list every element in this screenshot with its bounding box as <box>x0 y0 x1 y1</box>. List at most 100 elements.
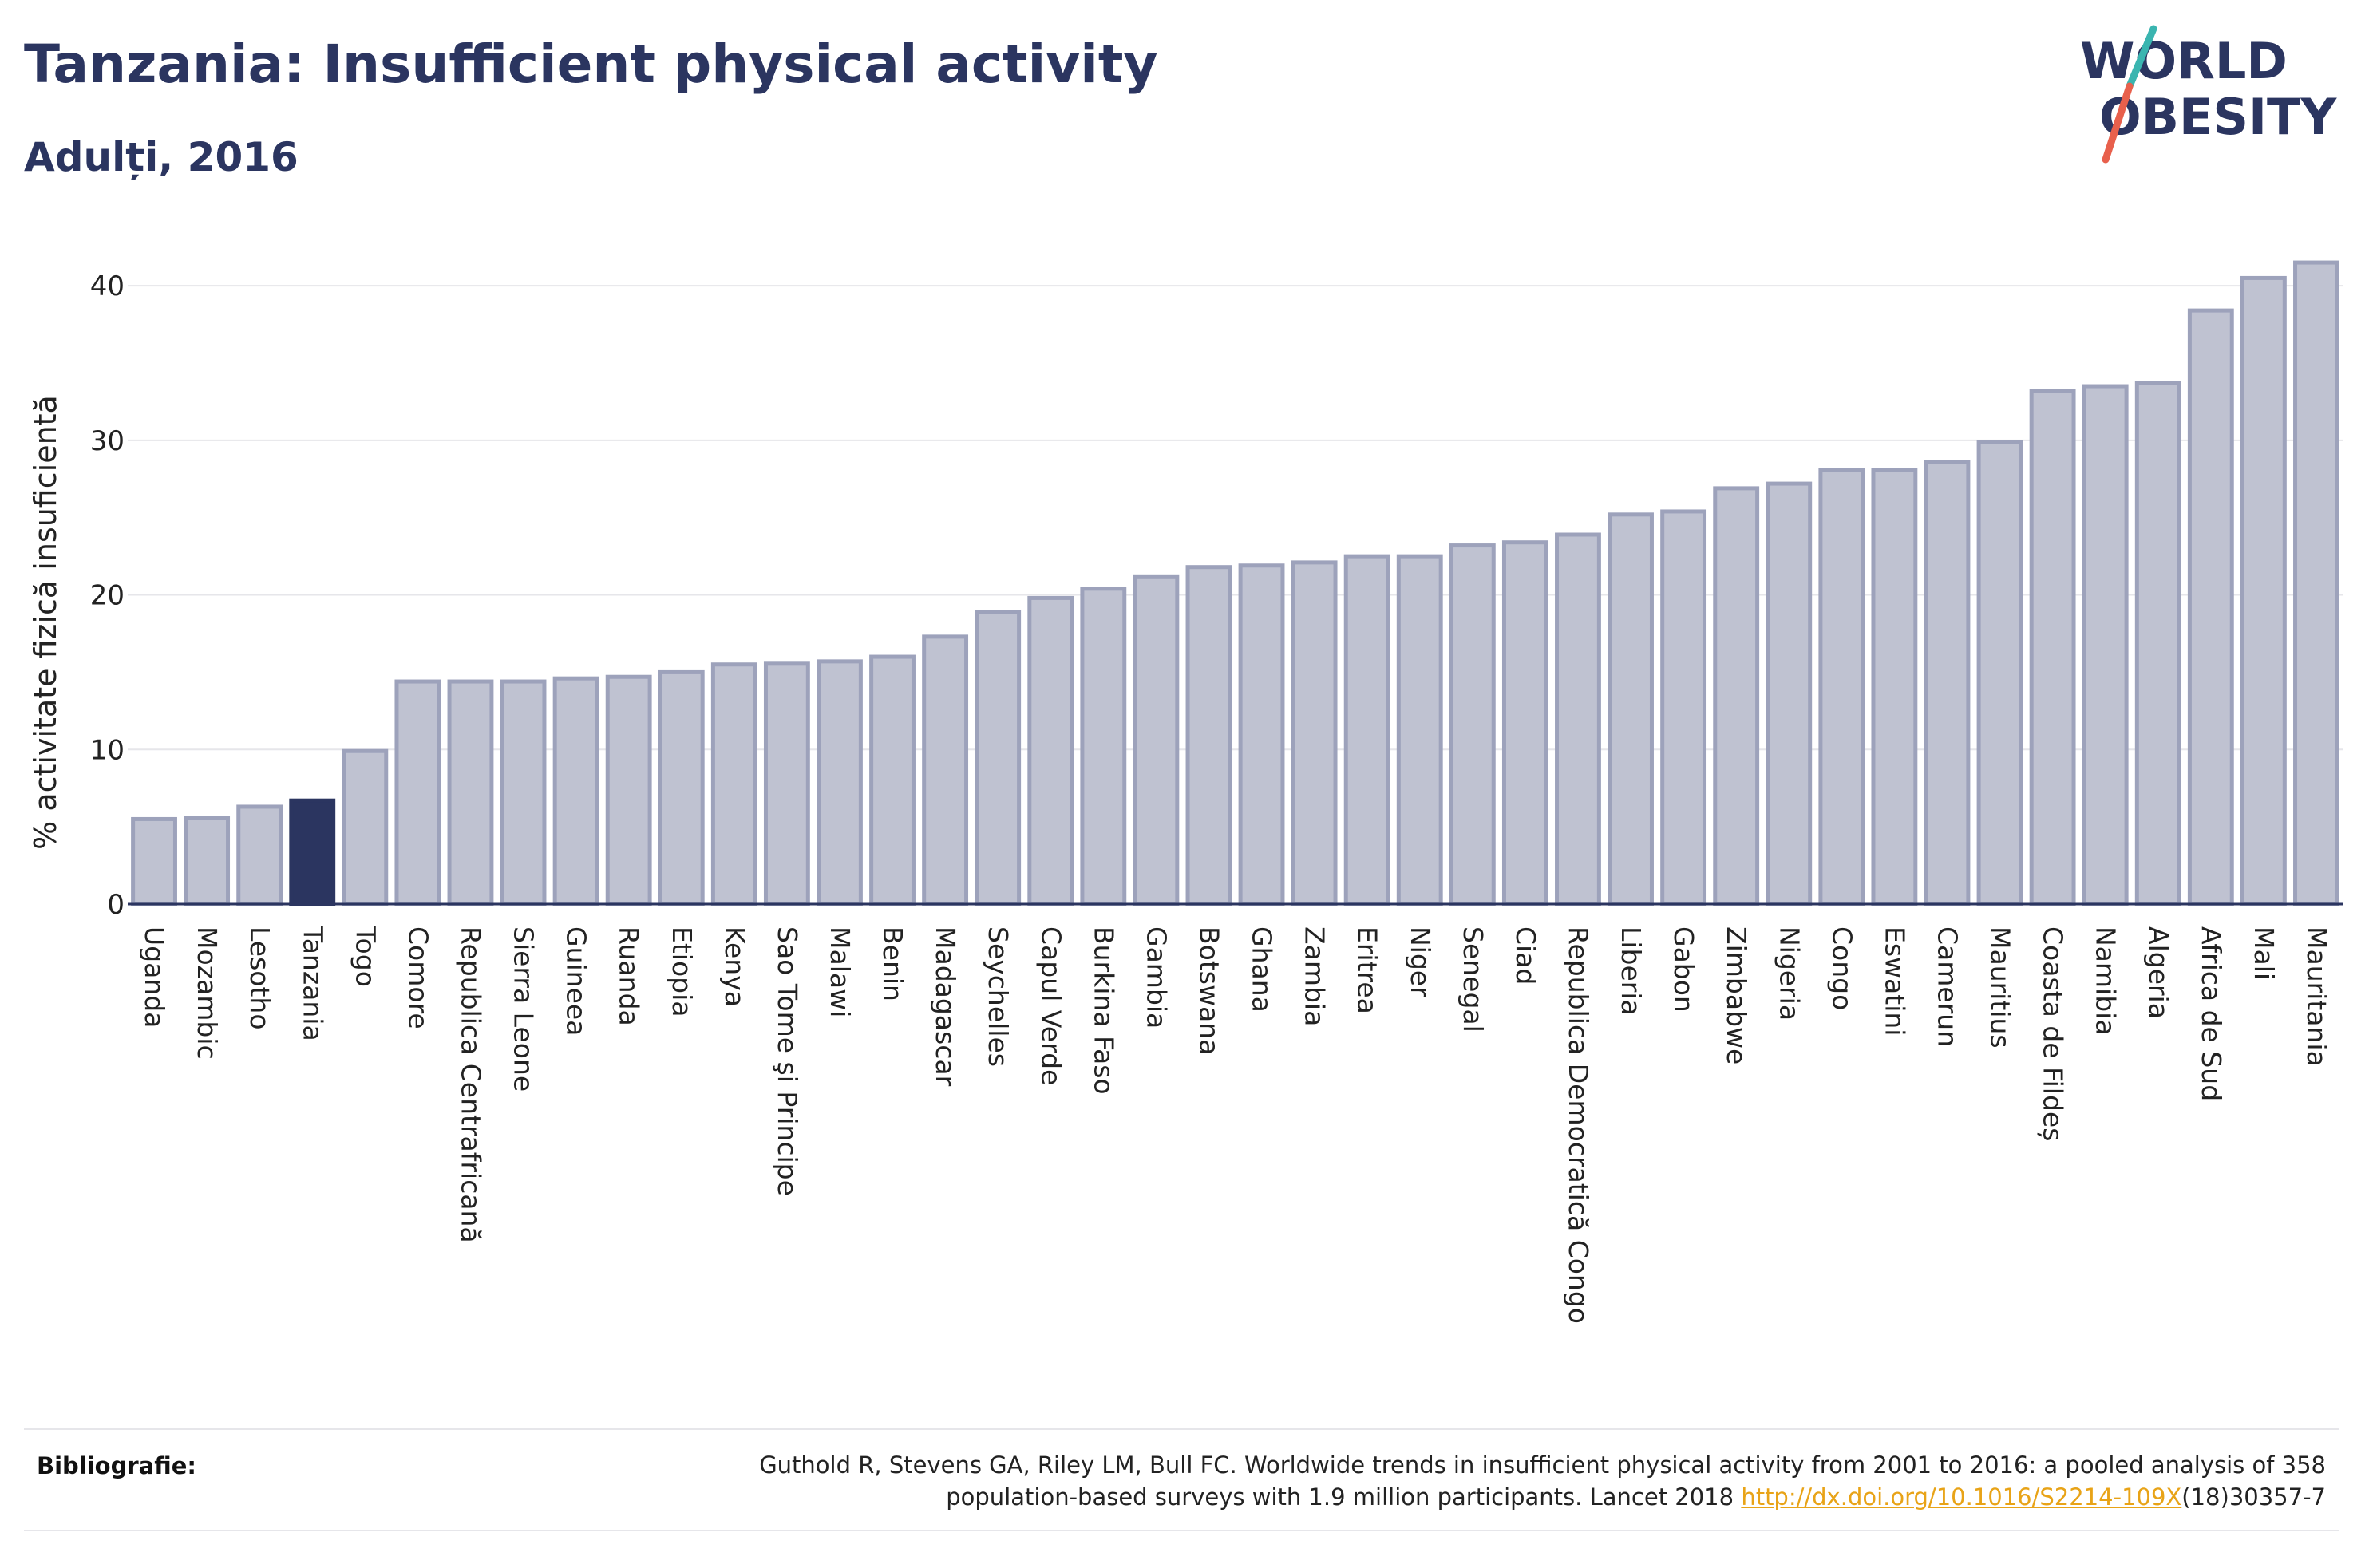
bar[interactable] <box>236 804 283 906</box>
x-category-label: Mali <box>2248 926 2280 980</box>
logo-line2: OBESITY <box>2099 88 2337 146</box>
bar[interactable] <box>1501 540 1548 906</box>
y-tick-label: 10 <box>90 734 125 766</box>
bar[interactable] <box>2029 389 2076 906</box>
x-category-label: Eswatini <box>1879 926 1910 1036</box>
bar[interactable] <box>710 662 757 906</box>
bar[interactable] <box>1818 468 1865 906</box>
x-category-label: Seychelles <box>983 926 1014 1067</box>
logo-line1: WORLD <box>2080 32 2288 90</box>
bar[interactable] <box>2187 308 2234 906</box>
x-category-label: Coasta de Fildeș <box>2038 926 2069 1141</box>
bar[interactable] <box>1343 554 1390 906</box>
x-category-label: Comore <box>402 926 433 1029</box>
bar[interactable] <box>1976 440 2023 906</box>
x-category-label: Niger <box>1405 926 1436 997</box>
y-tick-label: 40 <box>90 271 125 302</box>
x-category-label: Algeria <box>2143 926 2174 1019</box>
x-category-label: Malawi <box>825 926 856 1017</box>
x-category-label: Congo <box>1826 926 1857 1010</box>
bar[interactable] <box>1396 554 1443 906</box>
x-category-label: Camerun <box>1932 926 1963 1047</box>
logo-slash-bottom <box>2102 82 2134 164</box>
bar[interactable] <box>1924 460 1971 906</box>
bar[interactable] <box>184 816 231 906</box>
x-category-label: Mozambic <box>192 926 223 1060</box>
bar[interactable] <box>869 654 916 906</box>
x-category-label: Gambia <box>1141 926 1172 1029</box>
x-category-label: Kenya <box>719 926 750 1007</box>
bar[interactable] <box>605 674 652 906</box>
x-category-label: Africa de Sud <box>2196 926 2227 1101</box>
x-category-label: Namibia <box>2090 926 2122 1036</box>
bar[interactable] <box>2082 384 2129 906</box>
bar[interactable] <box>447 679 494 906</box>
x-category-label: Senegal <box>1457 926 1489 1033</box>
x-category-label: Uganda <box>139 926 170 1028</box>
x-category-label: Zimbabwe <box>1721 926 1752 1064</box>
bar[interactable] <box>289 798 336 906</box>
bar[interactable] <box>1133 574 1180 906</box>
bar[interactable] <box>500 679 547 906</box>
x-category-label: Tanzania <box>297 926 328 1041</box>
x-category-label: Republica Democratică Congo <box>1563 926 1594 1324</box>
bar[interactable] <box>552 676 599 906</box>
bar[interactable] <box>1080 587 1127 906</box>
y-tick-label: 0 <box>107 889 125 921</box>
x-category-label: Mauritania <box>2301 926 2332 1067</box>
bar[interactable] <box>1238 563 1285 906</box>
bar[interactable] <box>763 661 810 906</box>
bar[interactable] <box>658 669 705 906</box>
bar[interactable] <box>1185 565 1232 906</box>
bar[interactable] <box>1608 512 1654 906</box>
y-tick-label: 30 <box>90 425 125 457</box>
bar-chart: 0 10 20 30 40 Uganda Mozambic Lesotho Tanzania T… <box>28 260 2343 1324</box>
bars <box>131 260 2339 906</box>
bar[interactable] <box>922 634 969 906</box>
bar[interactable] <box>1027 595 1074 906</box>
bar[interactable] <box>2240 275 2287 906</box>
bar[interactable] <box>1555 532 1601 906</box>
citation-link[interactable]: http://dx.doi.org/10.1016/S2214-109X <box>1741 1483 2182 1511</box>
x-category-label: Benin <box>877 926 908 1001</box>
x-category-label: Ruanda <box>614 926 645 1026</box>
x-category-label: Liberia <box>1616 926 1647 1016</box>
bar[interactable] <box>1660 509 1707 906</box>
footer: Bibliografie: Guthold R, Stevens GA, Ril… <box>24 1428 2339 1531</box>
y-tick-label: 20 <box>90 580 125 612</box>
bar[interactable] <box>1766 481 1813 906</box>
bar[interactable] <box>2293 260 2339 906</box>
bar[interactable] <box>394 679 441 906</box>
x-category-label: Etiopia <box>666 926 698 1017</box>
citation-line2: population-based surveys with 1.9 millio… <box>946 1483 1742 1511</box>
x-category-label: Republica Centrafricană <box>455 926 486 1243</box>
x-category-label: Lesotho <box>244 926 275 1030</box>
citation-line2-end: (18)30357-7 <box>2181 1483 2326 1511</box>
x-category-label: Madagascar <box>930 926 961 1087</box>
x-category-label: Gabon <box>1668 926 1699 1013</box>
x-category-label: Capul Verde <box>1035 926 1066 1085</box>
bar[interactable] <box>1713 486 1760 906</box>
axes: 0 10 20 30 40 <box>90 271 2343 921</box>
bar[interactable] <box>131 816 177 906</box>
bar[interactable] <box>2134 381 2181 906</box>
bar[interactable] <box>342 748 389 906</box>
y-axis-title: % activitate fizică insuficientă <box>28 395 63 850</box>
x-category-label: Burkina Faso <box>1088 926 1119 1095</box>
x-category-label: Guineea <box>561 926 592 1036</box>
bar[interactable] <box>975 610 1022 906</box>
bar[interactable] <box>1871 468 1918 906</box>
bar[interactable] <box>817 659 863 906</box>
citation-line1: Guthold R, Stevens GA, Riley LM, Bull FC… <box>759 1451 2326 1479</box>
chart-subtitle: Adulți, 2016 <box>24 134 299 180</box>
x-category-label: Mauritius <box>1985 926 2016 1049</box>
x-category-label: Zambia <box>1299 926 1331 1026</box>
x-category-label: Togo <box>350 926 381 987</box>
world-obesity-logo: WORLD OBESITY <box>2080 25 2337 164</box>
bar[interactable] <box>1291 560 1338 906</box>
bar[interactable] <box>1449 543 1496 906</box>
bibliography-label: Bibliografie: <box>37 1452 196 1479</box>
x-category-label: Sierra Leone <box>508 926 540 1092</box>
x-category-label: Sao Tome şi Principe <box>772 926 803 1196</box>
bibliography-citation: Guthold R, Stevens GA, Riley LM, Bull FC… <box>490 1449 2326 1513</box>
